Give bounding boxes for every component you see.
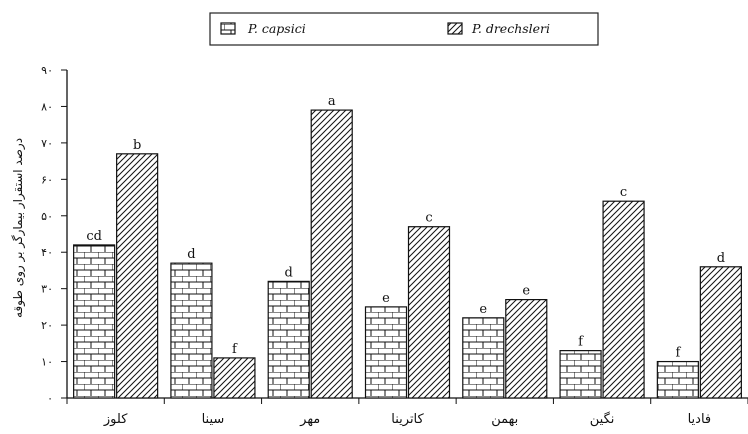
bar-drechsleri xyxy=(213,357,256,399)
y-axis-label: درصد استقرار بیمارگر بر روی طوقه xyxy=(11,138,26,318)
bar-significance-label: a xyxy=(328,94,336,109)
bar-significance-label: b xyxy=(133,138,141,153)
x-category-label: فادیا xyxy=(688,412,712,427)
bar-significance-label: e xyxy=(479,302,487,317)
x-ticks xyxy=(66,398,748,404)
bar-capsici xyxy=(559,350,602,399)
bar-significance-label: d xyxy=(285,265,293,280)
bar-significance-label: c xyxy=(620,185,627,200)
bar-drechsleri xyxy=(116,153,159,399)
bar-drechsleri xyxy=(602,200,645,399)
legend-swatch-capsici xyxy=(220,22,236,35)
bar-letters: cd b d f d a e c e e f c f d xyxy=(86,94,725,360)
legend-box xyxy=(209,12,599,46)
bar-significance-label: e xyxy=(522,284,530,299)
bar-significance-label: f xyxy=(675,346,681,361)
y-ticks: ۰ ۱۰ ۲۰ ۳۰ ۴۰ ۵۰ ۶۰ ۷۰ ۸۰ ۹۰ xyxy=(41,64,67,405)
x-category-label: کاترینا xyxy=(391,412,424,427)
legend-swatch-drechsleri xyxy=(447,22,463,35)
y-tick-label: ۵۰ xyxy=(41,210,53,223)
legend-label-drechsleri: P. drechsleri xyxy=(471,21,550,36)
y-tick-label: ۹۰ xyxy=(41,64,53,77)
bar-significance-label: f xyxy=(232,342,238,357)
legend-label-capsici: P. capsici xyxy=(247,21,306,36)
category-labels: کلوز سینا مهر کاترینا بهمن نگین فادیا xyxy=(103,411,711,427)
x-category-label: مهر xyxy=(299,412,320,427)
bar-drechsleri xyxy=(699,266,742,399)
y-tick-label: ۲۰ xyxy=(41,319,53,332)
y-tick-label: ۴۰ xyxy=(41,246,53,259)
bar-significance-label: c xyxy=(425,211,432,226)
y-tick-label: ۸۰ xyxy=(41,100,53,113)
bar-capsici xyxy=(267,280,310,399)
x-category-label: نگین xyxy=(590,411,615,427)
bars xyxy=(73,109,742,399)
bar-drechsleri xyxy=(310,109,353,399)
x-category-label: کلوز xyxy=(103,412,128,427)
bar-significance-label: d xyxy=(717,251,725,266)
y-tick-label: ۶۰ xyxy=(41,173,53,186)
y-tick-label: ۳۰ xyxy=(41,283,53,296)
bar-capsici xyxy=(170,262,213,399)
bar-significance-label: cd xyxy=(86,229,102,244)
x-category-label: بهمن xyxy=(491,412,518,427)
bar-capsici xyxy=(656,360,699,399)
bar-drechsleri xyxy=(505,299,548,399)
bar-capsici xyxy=(73,244,116,399)
y-tick-label: ۰ xyxy=(47,392,53,405)
bar-significance-label: e xyxy=(382,291,390,306)
x-category-label: سینا xyxy=(202,412,225,427)
bar-drechsleri xyxy=(407,226,451,399)
bar-significance-label: d xyxy=(187,247,195,262)
y-tick-label: ۷۰ xyxy=(41,137,53,150)
bar-capsici xyxy=(462,317,505,399)
bar-significance-label: f xyxy=(578,335,584,350)
bar-capsici xyxy=(364,306,408,399)
y-tick-label: ۱۰ xyxy=(41,356,53,369)
legend: P. capsici P. drechsleri xyxy=(209,12,599,46)
